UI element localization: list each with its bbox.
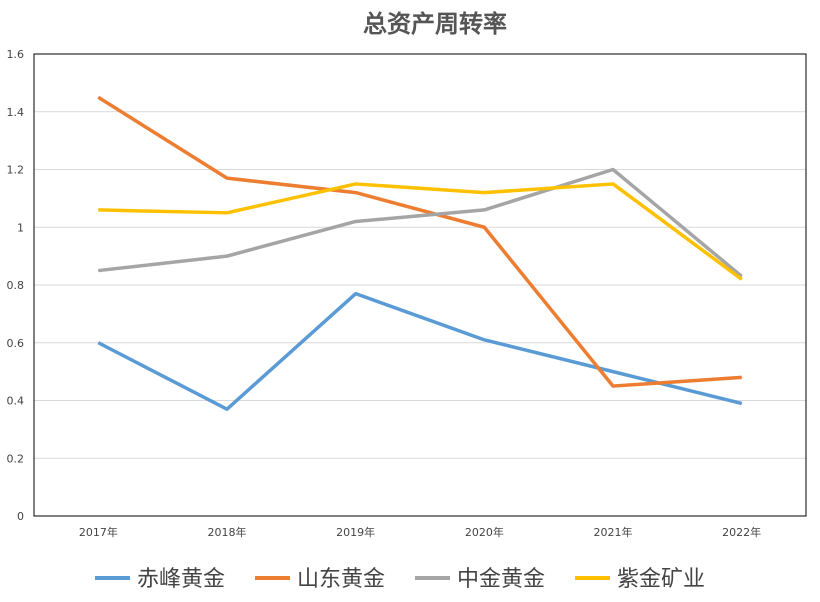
x-tick-label: 2019年 bbox=[336, 525, 375, 539]
legend-label: 中金黄金 bbox=[457, 567, 545, 592]
data-point bbox=[612, 183, 614, 185]
series-line bbox=[97, 95, 742, 388]
x-tick-label: 2020年 bbox=[465, 525, 504, 539]
data-point bbox=[226, 255, 228, 257]
data-point bbox=[355, 293, 357, 295]
series-line bbox=[98, 167, 743, 278]
data-point bbox=[741, 275, 743, 277]
data-point bbox=[355, 183, 357, 185]
y-tick-label: 0 bbox=[17, 510, 24, 523]
data-point bbox=[355, 220, 357, 222]
data-point bbox=[741, 376, 743, 378]
x-tick-label: 2021年 bbox=[594, 525, 633, 539]
data-point bbox=[97, 209, 99, 211]
data-point bbox=[612, 371, 614, 373]
data-point bbox=[483, 192, 485, 194]
x-tick-label: 2017年 bbox=[79, 525, 118, 539]
data-point bbox=[483, 339, 485, 341]
plot-area bbox=[33, 53, 807, 517]
data-point bbox=[226, 177, 228, 179]
data-point bbox=[226, 212, 228, 214]
x-tick-label: 2022年 bbox=[722, 525, 761, 539]
data-point bbox=[612, 169, 614, 170]
y-tick-label: 1.4 bbox=[7, 106, 25, 119]
y-tick-label: 1.6 bbox=[7, 48, 25, 61]
data-point bbox=[226, 408, 228, 410]
y-tick-label: 0.6 bbox=[7, 337, 25, 350]
data-point bbox=[612, 385, 614, 387]
legend-label: 紫金矿业 bbox=[617, 567, 705, 592]
data-point bbox=[483, 226, 485, 228]
series-line bbox=[98, 182, 743, 281]
legend-label: 山东黄金 bbox=[297, 567, 385, 592]
data-point bbox=[483, 209, 485, 211]
series-line bbox=[97, 291, 743, 411]
chart-title: 总资产周转率 bbox=[363, 9, 507, 38]
x-tick-label: 2018年 bbox=[208, 525, 247, 539]
y-tick-label: 1 bbox=[17, 221, 24, 234]
y-tick-label: 1.2 bbox=[7, 164, 25, 177]
legend-label: 赤峰黄金 bbox=[137, 567, 225, 592]
data-point bbox=[97, 270, 99, 272]
data-point bbox=[741, 278, 743, 280]
y-tick-label: 0.4 bbox=[7, 395, 25, 408]
y-tick-label: 0.2 bbox=[7, 452, 25, 465]
data-point bbox=[97, 96, 99, 98]
data-point bbox=[97, 342, 99, 344]
data-point bbox=[355, 192, 357, 194]
data-point bbox=[741, 402, 743, 404]
y-tick-label: 0.8 bbox=[7, 279, 25, 292]
